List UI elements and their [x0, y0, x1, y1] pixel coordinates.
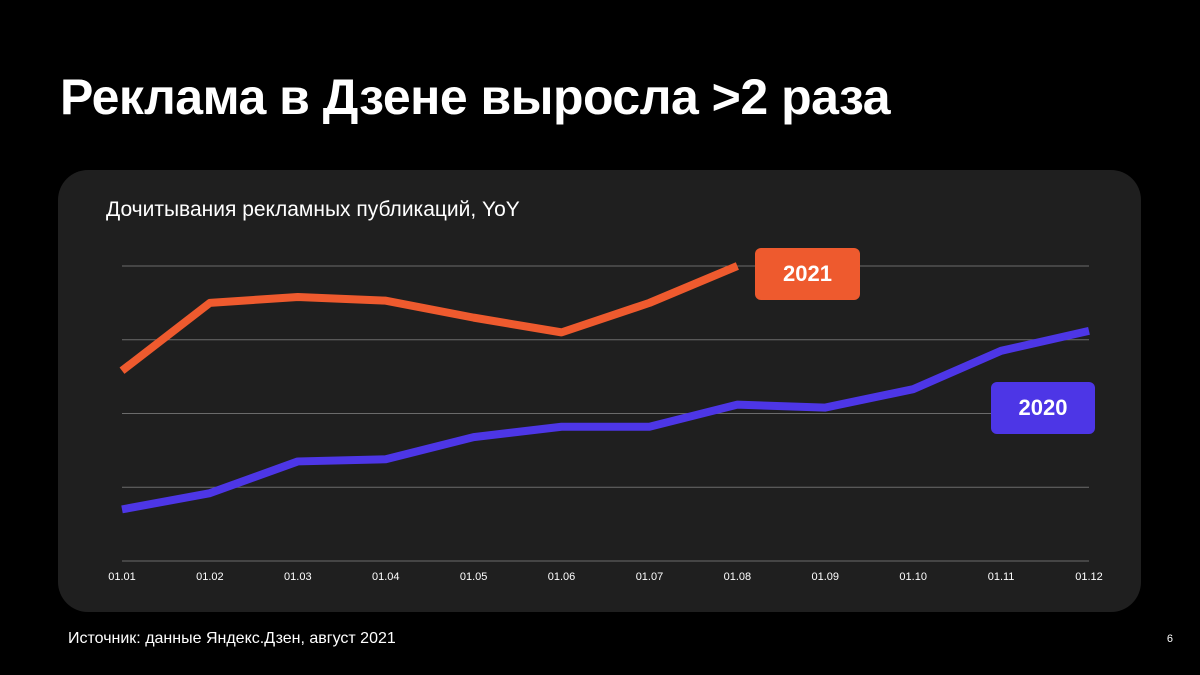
chart-title: Дочитывания рекламных публикаций, YoY — [106, 198, 520, 221]
x-tick-label: 01.12 — [1075, 571, 1103, 583]
x-tick-label: 01.07 — [636, 571, 664, 583]
x-tick-label: 01.05 — [460, 571, 488, 583]
page-number: 6 — [1166, 633, 1173, 645]
chart-card: Дочитывания рекламных публикаций, YoY 01… — [58, 170, 1141, 612]
x-tick-label: 01.02 — [196, 571, 224, 583]
x-tick-label: 01.03 — [284, 571, 312, 583]
series-label-2020: 2020 — [991, 382, 1095, 434]
x-tick-label: 01.01 — [108, 571, 136, 583]
x-tick-label: 01.06 — [548, 571, 576, 583]
series-label-2021: 2021 — [755, 248, 860, 300]
x-tick-label: 01.04 — [372, 571, 400, 583]
series-line-2021 — [119, 262, 739, 374]
x-tick-label: 01.10 — [899, 571, 927, 583]
source-note: Источник: данные Яндекс.Дзен, август 202… — [68, 630, 396, 647]
x-tick-label: 01.11 — [988, 571, 1015, 583]
x-tick-label: 01.08 — [724, 571, 752, 583]
line-chart: 01.01 01.02 01.03 01.04 01.05 01.06 01.07 01.08… — [108, 262, 1103, 583]
slide-title: Реклама в Дзене выросла >2 раза — [60, 69, 891, 125]
x-tick-label: 01.09 — [812, 571, 840, 583]
series-line-2020 — [121, 326, 1090, 514]
